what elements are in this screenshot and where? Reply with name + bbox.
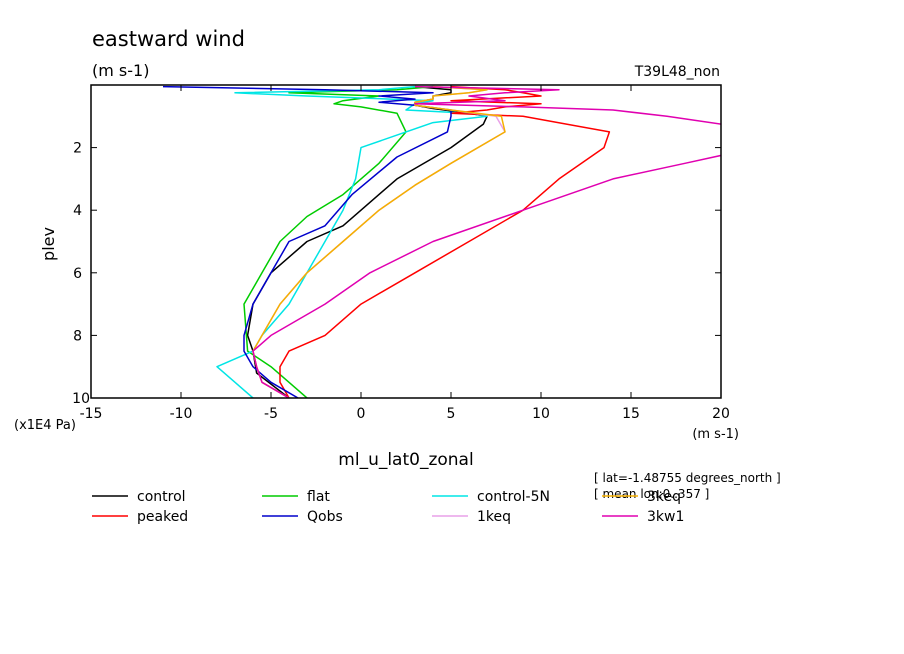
legend: control flat control-5N peaked Qobs 1keq 3keq 3… bbox=[92, 489, 684, 525]
series-line-3kw1 bbox=[252, 85, 721, 398]
y-tick-label: 8 bbox=[73, 328, 82, 344]
plot-frame bbox=[90, 84, 722, 399]
y-tick-label: 4 bbox=[73, 203, 82, 219]
x-tick-label: 20 bbox=[712, 406, 730, 422]
series-line-peaked bbox=[279, 85, 611, 398]
y-tick-label: 6 bbox=[73, 266, 82, 282]
x-tick-label: -5 bbox=[264, 406, 278, 422]
legend-label-qobs: Qobs bbox=[307, 509, 343, 525]
chart-units: (m s-1) bbox=[92, 61, 149, 80]
legend-label-peaked: peaked bbox=[137, 509, 188, 525]
x-tick-label: -10 bbox=[170, 406, 193, 422]
series-line-qobs bbox=[162, 85, 452, 398]
latitude-annotation: [ lat=-1.48755 degrees_north ] bbox=[594, 471, 781, 485]
axes-layer: -15 -10 -5 0 5 10 15 20 2 4 6 8 10 bbox=[72, 85, 730, 422]
run-label: T39L48_non bbox=[634, 64, 720, 80]
x-axis-label: ml_u_lat0_zonal bbox=[338, 450, 473, 470]
x-tick-label: 15 bbox=[622, 406, 640, 422]
longitude-annotation: [ mean lon:0..357 ] bbox=[594, 487, 709, 501]
y-axis-label: plev bbox=[39, 227, 58, 261]
y-tick-label: 10 bbox=[72, 391, 90, 407]
series-line-3keq bbox=[252, 85, 506, 398]
legend-label-flat: flat bbox=[307, 489, 330, 505]
legend-label-control-5n: control-5N bbox=[477, 489, 550, 505]
legend-label-3kw1: 3kw1 bbox=[647, 509, 684, 525]
x-units-label: (m s-1) bbox=[692, 427, 739, 442]
y-tick-label: 2 bbox=[73, 141, 82, 157]
legend-label-1keq: 1keq bbox=[477, 509, 511, 525]
series-layer bbox=[162, 85, 721, 398]
y-units-label: (x1E4 Pa) bbox=[14, 418, 76, 433]
legend-label-3keq: 3keq bbox=[647, 489, 681, 505]
x-tick-label: 10 bbox=[532, 406, 550, 422]
x-tick-label: 0 bbox=[357, 406, 366, 422]
chart-title: eastward wind bbox=[92, 27, 245, 51]
x-tick-label: 5 bbox=[447, 406, 456, 422]
legend-label-control: control bbox=[137, 489, 186, 505]
x-tick-label: -15 bbox=[80, 406, 103, 422]
